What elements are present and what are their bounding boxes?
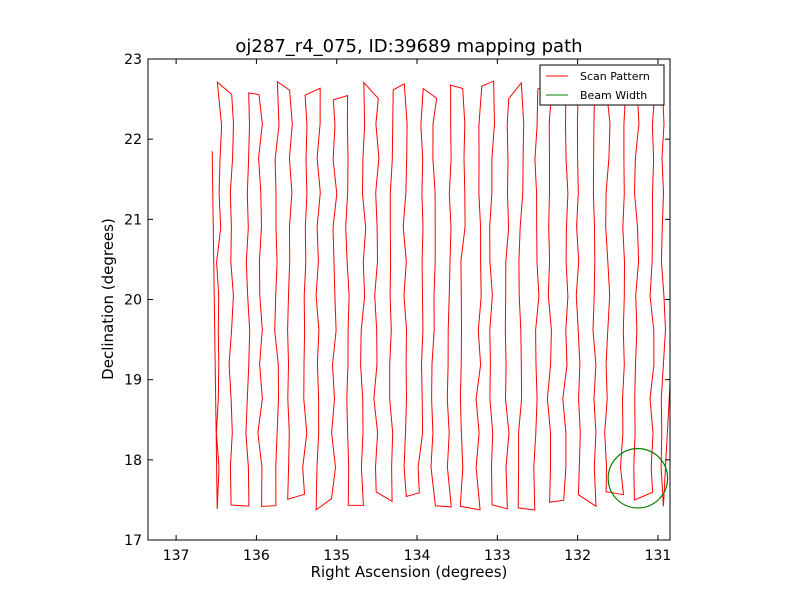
plot-area-frame	[147, 58, 671, 541]
legend-beam-width-label: Beam Width	[580, 89, 647, 102]
y-tick-label: 18	[124, 453, 142, 469]
y-tick-label: 20	[124, 293, 142, 309]
x-tick-label: 136	[243, 548, 270, 564]
y-tick-label: 21	[124, 212, 142, 228]
x-axis-ticks: 137 136 135 134 133 132 131	[163, 59, 672, 564]
x-tick-label: 131	[645, 548, 672, 564]
y-tick-label: 23	[124, 52, 142, 68]
legend: Scan Pattern Beam Width	[539, 64, 665, 106]
chart-title: oj287_r4_075, ID:39689 mapping path	[235, 36, 582, 57]
y-axis-label: Declination (degrees)	[99, 218, 117, 380]
scan-pattern-line	[211, 79, 670, 511]
x-tick-label: 132	[564, 548, 591, 564]
plot-series	[211, 79, 670, 511]
y-tick-label: 19	[124, 373, 142, 389]
beam-width-circle	[607, 448, 669, 509]
y-tick-label: 22	[124, 132, 142, 148]
y-axis-ticks: 17 18 19 20 21 22 23	[124, 52, 670, 549]
x-tick-label: 134	[404, 548, 431, 564]
x-tick-label: 133	[484, 548, 511, 564]
legend-scan-pattern-label: Scan Pattern	[580, 70, 650, 83]
x-tick-label: 137	[163, 548, 190, 564]
legend-box	[539, 64, 665, 106]
x-tick-label: 135	[323, 548, 350, 564]
x-axis-label: Right Ascension (degrees)	[311, 563, 508, 581]
y-tick-label: 17	[124, 533, 142, 549]
